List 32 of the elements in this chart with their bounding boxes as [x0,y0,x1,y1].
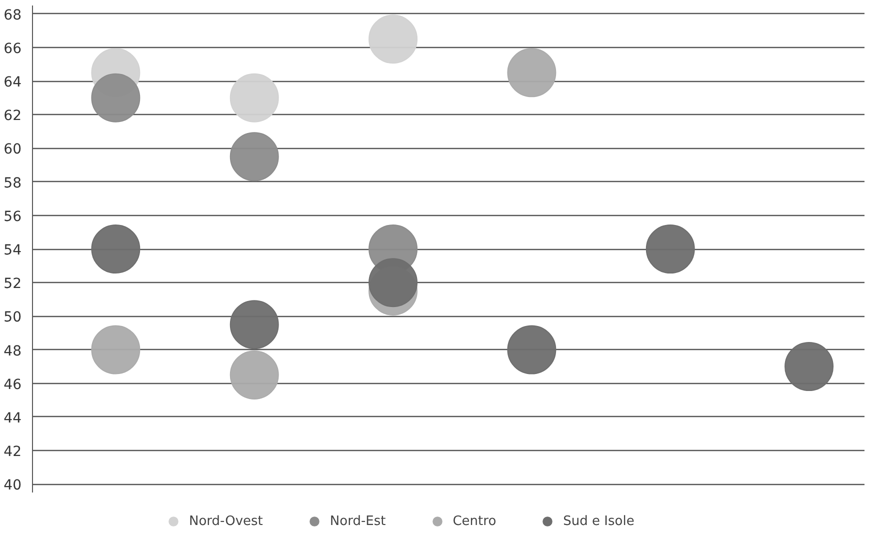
legend-label: Centro [452,514,496,528]
point [784,342,834,392]
point [91,73,140,122]
point [91,325,140,374]
legend-label: Nord-Est [330,514,386,528]
point [230,132,279,182]
y-tick-label: 46 [4,376,22,393]
y-tick-label: 44 [4,410,22,426]
y-tick-label: 60 [4,142,22,158]
y-tick-label: 66 [4,40,22,57]
y-tick-label: 58 [4,175,22,192]
y-tick-label: 50 [4,310,22,326]
legend-label: Sud e Isole [563,514,634,528]
point [646,224,695,274]
y-tick-label: 42 [4,444,22,460]
point [230,73,279,122]
y-tick-label: 68 [4,7,22,24]
y-tick-label: 54 [4,242,22,258]
y-tick-label: 48 [4,343,22,360]
y-tick-label: 40 [4,478,22,494]
y-tick-label: 62 [4,108,22,124]
point [230,350,279,400]
legend-label: Nord-Ovest [189,514,263,528]
y-tick-label: 64 [4,74,22,91]
point [91,224,140,274]
point [507,325,556,374]
point [507,48,556,98]
point [230,300,279,350]
y-tick-label: 56 [4,208,22,225]
point [368,14,418,64]
y-tick-label: 52 [4,276,22,292]
point [368,258,418,308]
